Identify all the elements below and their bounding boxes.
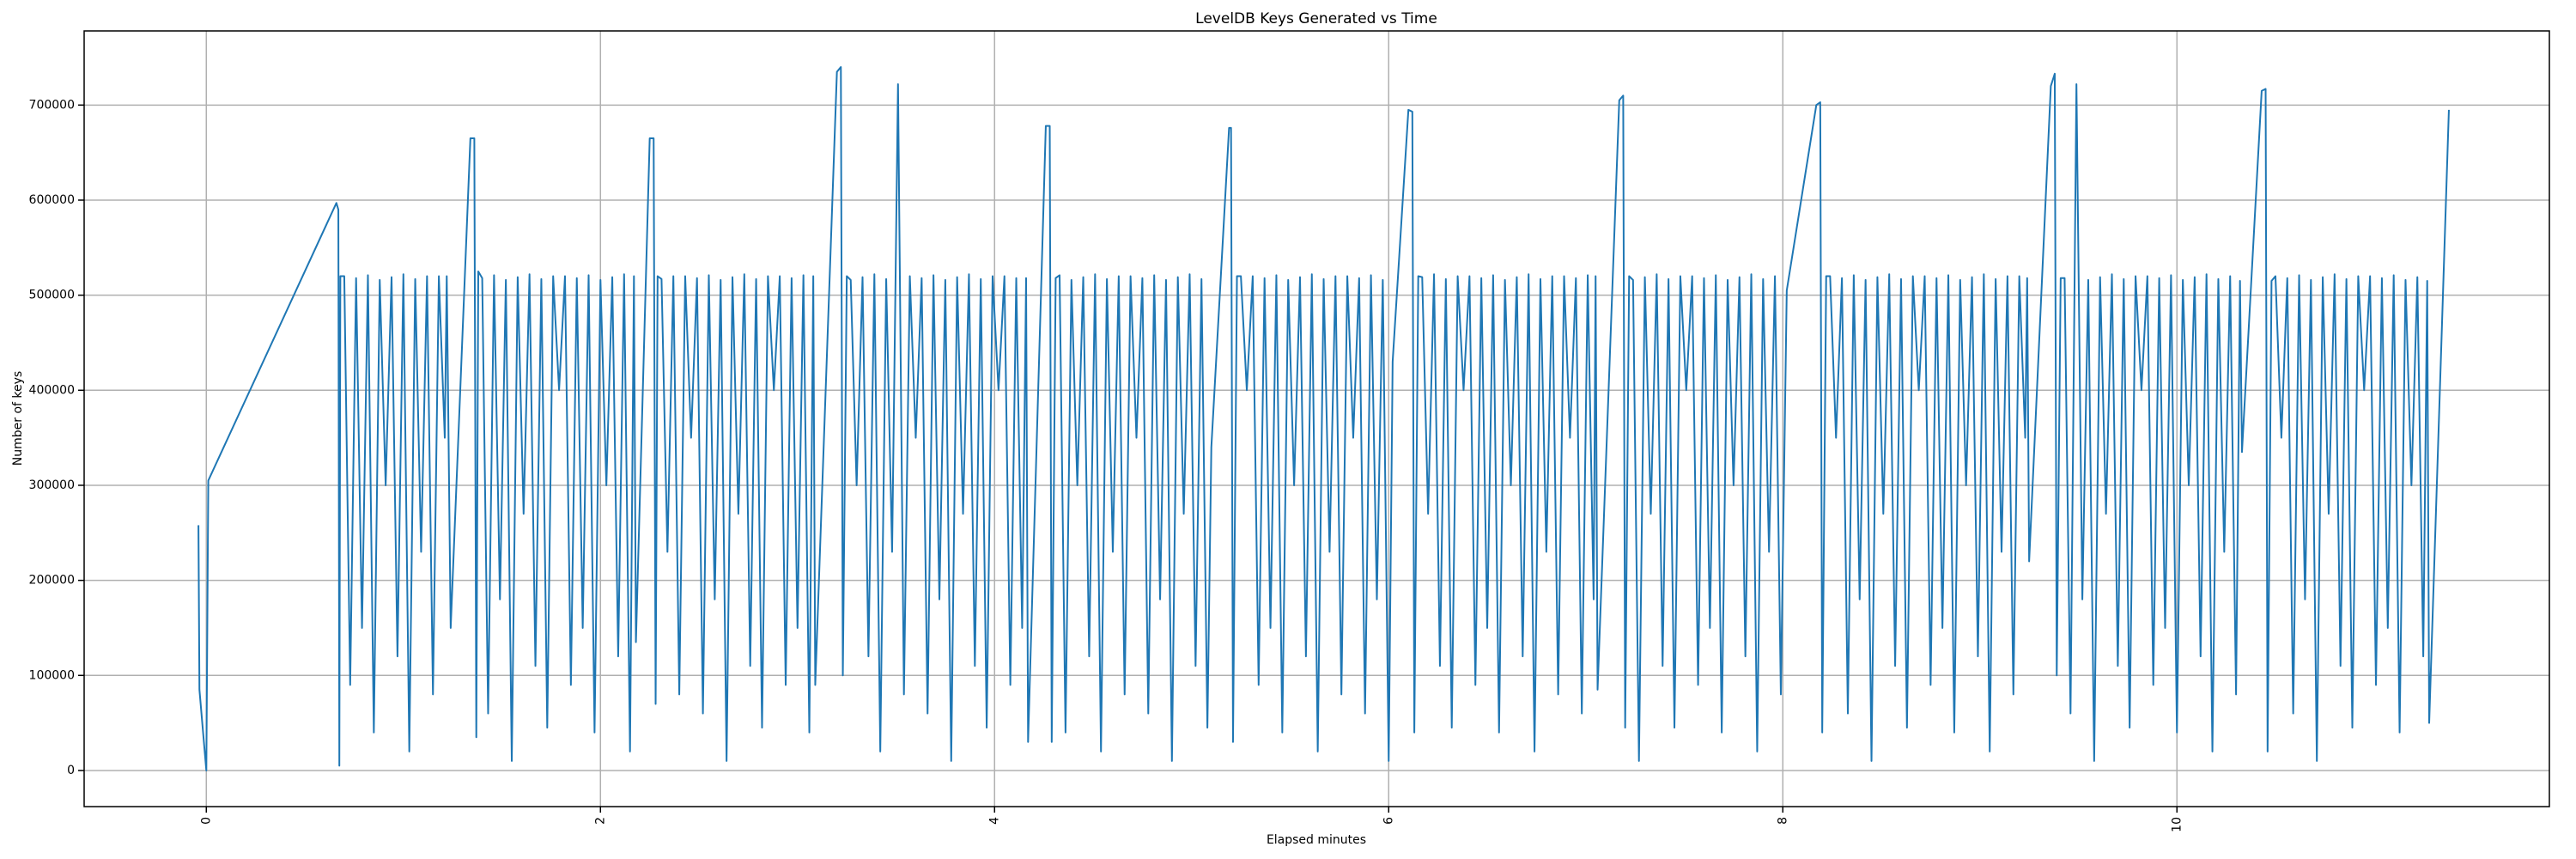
y-tick-label: 400000: [29, 383, 75, 397]
chart-title: LevelDB Keys Generated vs Time: [1195, 10, 1437, 27]
x-tick-label: 8: [1776, 817, 1789, 825]
y-axis-label: Number of keys: [11, 371, 25, 466]
y-tick-label: 200000: [29, 574, 75, 588]
y-tick-label: 100000: [29, 668, 75, 682]
plot-frame: [83, 30, 2550, 807]
x-axis-label: Elapsed minutes: [1267, 833, 1366, 847]
y-tick-label: 500000: [29, 289, 75, 302]
y-tick-label: 600000: [29, 193, 75, 207]
y-tick-label: 0: [67, 764, 75, 777]
x-tick-label: 4: [987, 817, 1001, 825]
data-line: [197, 66, 2450, 771]
y-tick-label: 700000: [29, 98, 75, 112]
y-tick-label: 300000: [29, 478, 75, 492]
x-tick-label: 10: [2170, 817, 2184, 832]
x-tick-label: 2: [593, 817, 607, 825]
x-tick-label: 0: [199, 817, 213, 825]
x-tick-label: 6: [1382, 817, 1395, 825]
